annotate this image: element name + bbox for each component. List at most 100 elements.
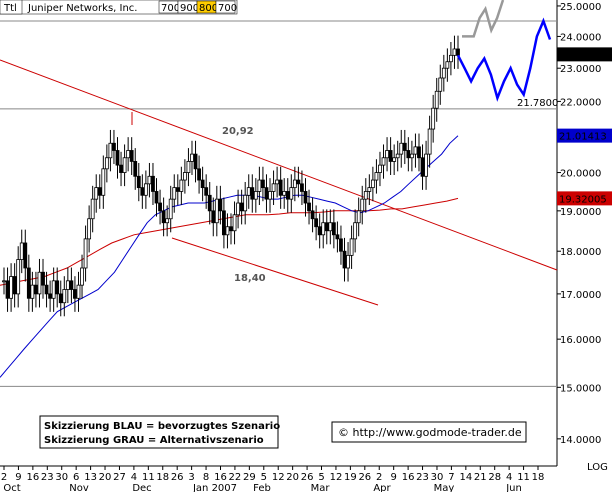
symbol-label: Ttl: [3, 3, 17, 14]
candle-body: [349, 238, 354, 256]
candle-body: [328, 222, 333, 232]
candle-body: [303, 191, 308, 204]
candle-body: [420, 157, 425, 177]
period-label: 800: [199, 3, 218, 14]
annotation-label: 18,40: [234, 273, 266, 284]
candle-body: [278, 179, 283, 196]
candle-body: [427, 128, 432, 155]
legend-line-gray: Skizzierung GRAU = Alternativszenario: [44, 435, 264, 446]
period-label: 700: [218, 3, 237, 14]
x-month-label: Dec: [132, 483, 151, 492]
horizontal-lines: 21.7800: [0, 20, 558, 387]
candle-body: [406, 150, 411, 159]
candle-body: [62, 289, 67, 304]
x-month-label: Jun: [505, 483, 522, 492]
price-marker-label: 23.4300: [559, 50, 600, 61]
candle-body: [324, 222, 329, 232]
candle-body: [449, 54, 453, 63]
legend-box: Skizzierung BLAU = bevorzugtes Szenario …: [39, 415, 280, 449]
candle-body: [65, 280, 70, 290]
candle-body: [225, 226, 230, 236]
candle-body: [395, 153, 400, 159]
candle-body: [413, 146, 418, 155]
candle-body: [285, 191, 290, 200]
candle-body: [83, 238, 88, 269]
candle-body: [119, 164, 123, 173]
candle-body: [409, 153, 414, 159]
annotations: 20,92 18,40: [222, 126, 266, 284]
candle-body: [161, 210, 166, 224]
candle-body: [236, 202, 240, 216]
candle-body: [197, 168, 201, 181]
y-tick-label: 18.0000: [560, 247, 601, 258]
candle-body: [115, 150, 120, 166]
y-tick-label: 16.0000: [560, 335, 601, 346]
candle-body: [289, 187, 294, 200]
x-tick-label: 22: [229, 472, 242, 483]
period-label: 700: [161, 3, 180, 14]
candle-body: [2, 280, 6, 283]
x-tick-label: 14: [459, 472, 472, 483]
candle-body: [335, 234, 340, 240]
plot-area: [0, 0, 557, 466]
candle-body: [104, 157, 109, 170]
x-tick-label: 28: [488, 472, 501, 483]
price-marker-label: 19.32005: [559, 194, 607, 205]
x-tick-label: 11: [517, 472, 530, 483]
x-tick-label: 11: [142, 472, 155, 483]
x-month-label: May: [434, 483, 455, 492]
x-tick-label: 8: [203, 472, 209, 483]
candle-body: [172, 187, 177, 200]
candle-body: [378, 164, 382, 173]
candle-body: [16, 259, 21, 295]
candle-body: [158, 202, 162, 212]
candlesticks: [2, 35, 460, 317]
candle-body: [434, 90, 439, 109]
x-tick-label: 16: [214, 472, 227, 483]
watermark-box: © http://www.godmode-trader.de: [331, 421, 527, 443]
candle-body: [179, 179, 184, 192]
chart-header: Ttl Juniper Networks, Inc. 700 900 800 700: [0, 0, 238, 15]
candle-body: [250, 187, 255, 200]
price-marker-label: 21.01413: [559, 132, 607, 143]
candle-body: [44, 284, 49, 295]
x-tick-label: 4: [506, 472, 512, 483]
y-axis-log-label: LOG: [587, 462, 608, 473]
candle-body: [271, 183, 276, 192]
y-tick-label: 23.0000: [560, 64, 601, 75]
candle-body: [51, 280, 56, 299]
candle-body: [30, 284, 35, 299]
x-tick-label: 30: [431, 472, 444, 483]
candle-body: [126, 150, 131, 159]
candle-body: [143, 183, 148, 196]
candle-body: [346, 254, 350, 269]
candle-body: [154, 191, 159, 204]
price-markers: 23.4300 21.01413 19.32005: [557, 47, 612, 206]
candle-body: [229, 226, 233, 232]
candle-body: [239, 202, 244, 212]
lower-channel-line: [171, 237, 379, 306]
period-box: [215, 0, 236, 14]
candle-body: [151, 175, 155, 192]
candle-body: [34, 284, 38, 295]
candle-body: [133, 161, 138, 177]
y-tick-label: 22.0000: [560, 97, 601, 108]
x-tick-label: 23: [416, 472, 429, 483]
candle-body: [147, 175, 152, 185]
candle-body: [292, 179, 297, 189]
x-tick-label: 2: [376, 472, 382, 483]
candle-body: [275, 179, 280, 185]
period-group: 700 900 800 700: [158, 0, 237, 14]
chart-title: Juniper Networks, Inc.: [27, 3, 137, 14]
candle-body: [19, 242, 24, 260]
candle-body: [200, 179, 205, 189]
candle-body: [218, 198, 223, 212]
candle-body: [342, 250, 347, 269]
candle-body: [317, 226, 322, 236]
candle-body: [140, 187, 145, 196]
x-tick-label: 13: [84, 472, 97, 483]
candle-body: [441, 67, 446, 79]
x-tick-label: 7: [448, 472, 454, 483]
x-month-label: Feb: [253, 483, 271, 492]
candle-body: [282, 191, 287, 196]
